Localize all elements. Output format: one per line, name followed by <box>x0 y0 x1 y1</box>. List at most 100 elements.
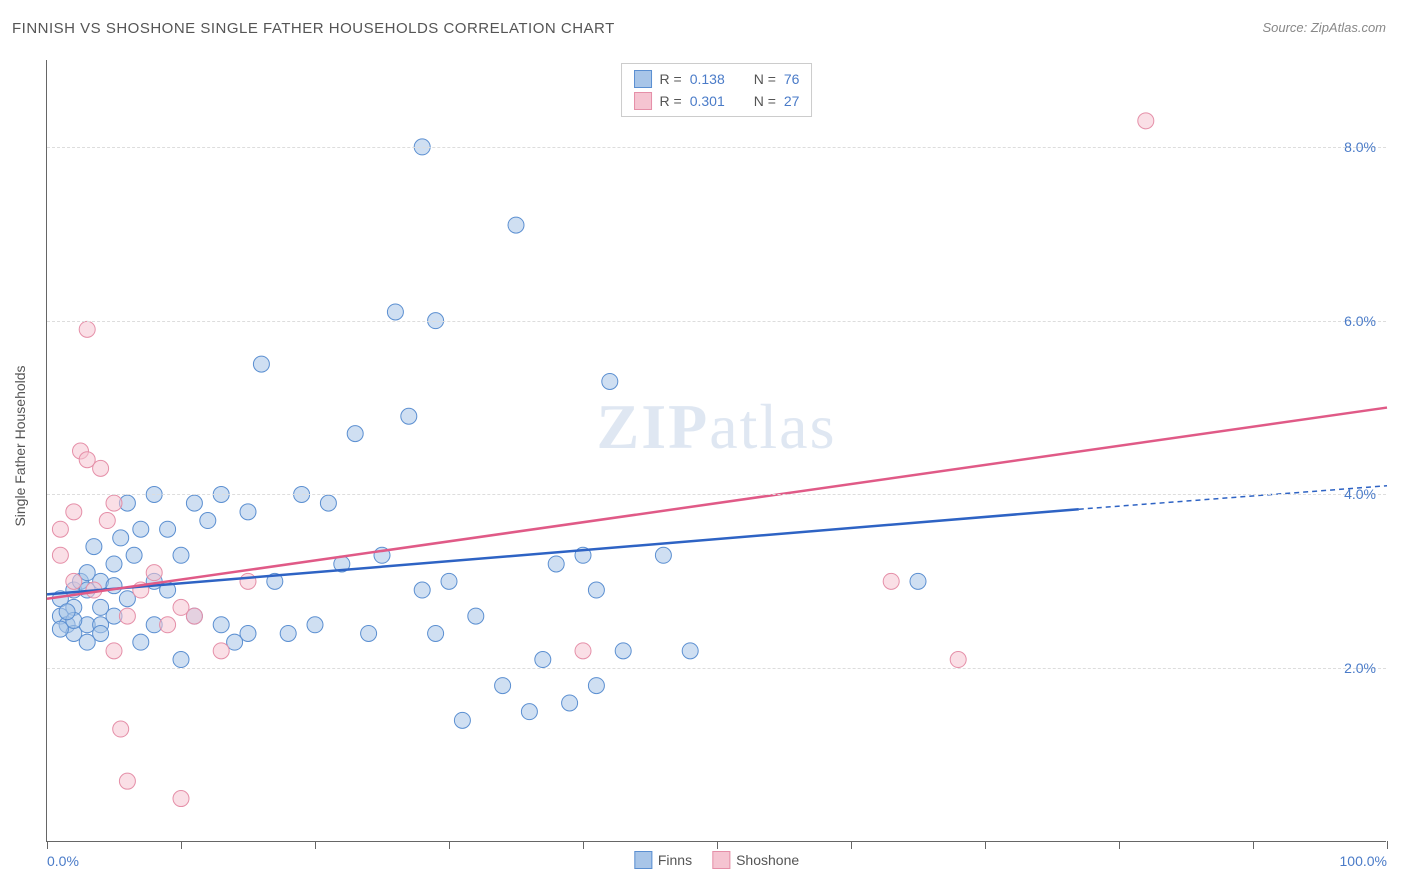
scatter-point <box>160 617 176 633</box>
chart-title: FINNISH VS SHOSHONE SINGLE FATHER HOUSEH… <box>12 20 615 37</box>
scatter-point <box>213 643 229 659</box>
scatter-point <box>454 712 470 728</box>
scatter-point <box>910 573 926 589</box>
legend-r-value: 0.138 <box>690 71 746 87</box>
xtick <box>717 841 718 849</box>
scatter-point <box>307 617 323 633</box>
gridline <box>47 321 1386 322</box>
scatter-point <box>173 652 189 668</box>
source-label: Source: ZipAtlas.com <box>1262 20 1386 35</box>
scatter-point <box>562 695 578 711</box>
scatter-point <box>548 556 564 572</box>
scatter-point <box>428 625 444 641</box>
xtick <box>449 841 450 849</box>
ytick-label: 8.0% <box>1344 139 1376 155</box>
legend-series-item: Shoshone <box>712 851 799 869</box>
scatter-point <box>240 625 256 641</box>
scatter-point <box>119 608 135 624</box>
xtick <box>985 841 986 849</box>
legend-series-label: Shoshone <box>736 852 799 868</box>
scatter-point <box>401 408 417 424</box>
scatter-point <box>93 460 109 476</box>
scatter-point <box>414 582 430 598</box>
legend-series-label: Finns <box>658 852 692 868</box>
legend-r-value: 0.301 <box>690 93 746 109</box>
legend-correlation-row: R = 0.138 N = 76 <box>634 68 800 90</box>
y-axis-label: Single Father Households <box>12 365 28 526</box>
plot-area: ZIPatlas R =0.138N =76R =0.301N =27 Finn… <box>46 60 1386 842</box>
xtick-label: 100.0% <box>1340 853 1387 869</box>
scatter-point <box>106 578 122 594</box>
scatter-point <box>106 643 122 659</box>
scatter-point <box>602 373 618 389</box>
plot-svg <box>47 60 1386 841</box>
scatter-point <box>1138 113 1154 129</box>
legend-r-label: R = <box>660 71 682 87</box>
gridline <box>47 668 1386 669</box>
trend-line-dashed <box>1079 486 1387 509</box>
scatter-point <box>186 495 202 511</box>
scatter-point <box>253 356 269 372</box>
scatter-point <box>113 530 129 546</box>
scatter-point <box>79 321 95 337</box>
scatter-point <box>347 426 363 442</box>
xtick <box>315 841 316 849</box>
gridline <box>47 147 1386 148</box>
scatter-point <box>521 704 537 720</box>
scatter-point <box>113 721 129 737</box>
scatter-point <box>146 565 162 581</box>
legend-n-value: 76 <box>784 71 800 87</box>
scatter-point <box>468 608 484 624</box>
scatter-point <box>133 521 149 537</box>
scatter-point <box>495 678 511 694</box>
scatter-point <box>106 495 122 511</box>
xtick-label: 0.0% <box>47 853 79 869</box>
scatter-point <box>213 617 229 633</box>
xtick <box>1253 841 1254 849</box>
scatter-point <box>240 504 256 520</box>
scatter-point <box>280 625 296 641</box>
scatter-point <box>883 573 899 589</box>
scatter-point <box>361 625 377 641</box>
xtick <box>851 841 852 849</box>
trend-line <box>47 408 1387 599</box>
legend-n-label: N = <box>754 71 776 87</box>
scatter-point <box>655 547 671 563</box>
scatter-point <box>441 573 457 589</box>
legend-series-item: Finns <box>634 851 692 869</box>
scatter-point <box>186 608 202 624</box>
xtick <box>583 841 584 849</box>
legend-swatch <box>634 92 652 110</box>
scatter-point <box>575 643 591 659</box>
scatter-point <box>119 773 135 789</box>
ytick-label: 6.0% <box>1344 313 1376 329</box>
scatter-point <box>387 304 403 320</box>
gridline <box>47 494 1386 495</box>
ytick-label: 2.0% <box>1344 660 1376 676</box>
xtick <box>181 841 182 849</box>
legend-correlation-row: R =0.301N =27 <box>634 90 800 112</box>
scatter-point <box>173 547 189 563</box>
scatter-point <box>173 791 189 807</box>
legend-swatch <box>634 70 652 88</box>
legend-series: Finns Shoshone <box>634 851 799 869</box>
legend-n-label: N = <box>754 93 776 109</box>
scatter-point <box>950 652 966 668</box>
scatter-point <box>59 604 75 620</box>
xtick <box>1119 841 1120 849</box>
scatter-point <box>52 521 68 537</box>
scatter-point <box>682 643 698 659</box>
scatter-point <box>99 513 115 529</box>
scatter-point <box>615 643 631 659</box>
ytick-label: 4.0% <box>1344 486 1376 502</box>
scatter-point <box>535 652 551 668</box>
scatter-point <box>133 634 149 650</box>
scatter-point <box>126 547 142 563</box>
scatter-point <box>93 625 109 641</box>
scatter-point <box>508 217 524 233</box>
scatter-point <box>66 504 82 520</box>
legend-swatch <box>712 851 730 869</box>
xtick <box>47 841 48 849</box>
scatter-point <box>588 678 604 694</box>
legend-n-value: 27 <box>784 93 800 109</box>
